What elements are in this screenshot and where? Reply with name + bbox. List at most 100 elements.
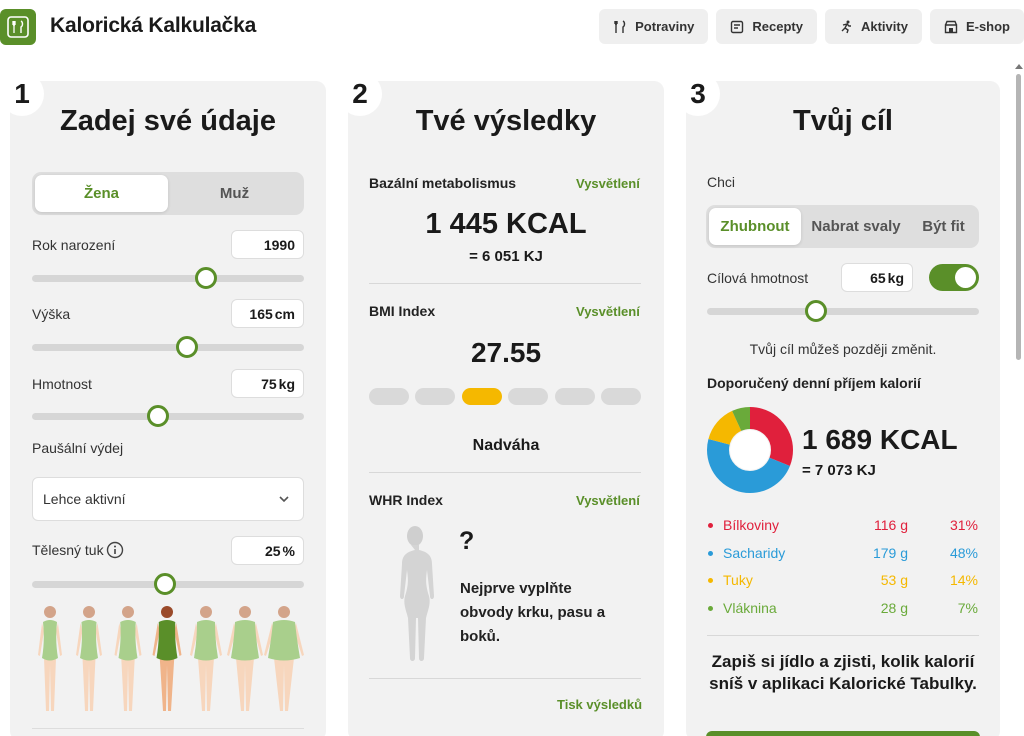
divider: [707, 635, 979, 636]
goal-option-nabrat-svaly[interactable]: Nabrat svaly: [811, 218, 901, 235]
recipe-icon: [731, 20, 744, 33]
body-type-figure[interactable]: [264, 606, 304, 711]
panel-title: Tvůj cíl: [793, 105, 893, 137]
whr-message-line: boků.: [460, 628, 500, 645]
slider-thumb[interactable]: [154, 573, 177, 595]
nav-label: Aktivity: [860, 19, 908, 34]
body-type-figure[interactable]: [152, 606, 182, 711]
bmi-scale-segment: [508, 388, 549, 405]
macro-grams: 53 g: [880, 572, 908, 588]
body-silhouette-icon: [400, 526, 434, 661]
nav-label: Potraviny: [635, 19, 695, 34]
body-fat-label: Tělesný tuk: [32, 542, 104, 558]
macro-donut-chart: [707, 407, 793, 493]
slider-thumb[interactable]: [195, 267, 218, 289]
macro-name: Vláknina: [723, 599, 777, 616]
target-weight-value: 65: [870, 269, 886, 286]
bmr-explain-link[interactable]: Vysvětlení: [576, 176, 640, 191]
macro-percent: 48%: [949, 544, 978, 561]
recommend-label: Doporučený denní příjem kalorií: [707, 375, 921, 391]
macro-grams: 28 g: [880, 599, 908, 616]
nav-aktivity[interactable]: Aktivity: [824, 9, 922, 44]
macro-percent: 31%: [949, 517, 978, 533]
height-unit: cm: [274, 305, 295, 322]
birth-year-value: 1990: [263, 236, 295, 253]
slider-thumb[interactable]: [147, 405, 170, 427]
step-number: 3: [676, 72, 720, 116]
height-value: 165: [249, 305, 273, 322]
target-weight-input[interactable]: 65 kg: [841, 263, 913, 292]
target-weight-slider[interactable]: [707, 300, 979, 322]
macro-name: Sacharidy: [723, 544, 786, 561]
toggle-knob: [955, 267, 976, 288]
whr-explain-link[interactable]: Vysvětlení: [576, 493, 640, 508]
bmi-scale-segment: [369, 388, 409, 405]
gender-option-zena[interactable]: Žena: [35, 175, 168, 212]
birth-year-input[interactable]: 1990: [231, 230, 304, 259]
body-type-figure[interactable]: [114, 606, 142, 711]
weight-unit: kg: [278, 375, 295, 392]
macro-dot: [708, 578, 713, 583]
bmi-scale-segment: [554, 388, 595, 405]
whr-message: Nejprve vyplňte obvody krku, pasu a boků…: [460, 577, 605, 649]
whr-message-line: obvody krku, pasu a: [460, 604, 606, 621]
bmi-scale-segment: [461, 388, 502, 405]
body-fat-slider[interactable]: [32, 573, 304, 595]
body-type-figure[interactable]: [190, 606, 222, 711]
whr-value: ?: [459, 527, 475, 555]
nav-recepty[interactable]: Recepty: [716, 9, 817, 44]
height-input[interactable]: 165 cm: [231, 299, 304, 328]
body-type-figures: [38, 606, 304, 711]
scrollbar-thumb[interactable]: [1016, 74, 1021, 360]
birth-year-slider[interactable]: [32, 267, 304, 289]
app-title: Kalorická Kalkulačka: [50, 14, 257, 37]
goal-option-byt-fit[interactable]: Být fit: [922, 218, 965, 235]
body-type-figure[interactable]: [76, 606, 102, 711]
macro-name: Tuky: [723, 572, 753, 588]
bmi-scale-segment: [415, 388, 456, 405]
body-type-figure[interactable]: [227, 606, 263, 711]
donut-hole: [730, 430, 770, 470]
target-weight-unit: kg: [887, 269, 904, 286]
body-fat-input[interactable]: 25%: [231, 536, 304, 565]
scrollbar[interactable]: [1014, 60, 1024, 736]
macro-row: Bílkoviny 116 g 31%: [708, 517, 978, 537]
goal-selector: Zhubnout Nabrat svaly Být fit: [706, 205, 979, 248]
nav-potraviny[interactable]: Potraviny: [599, 9, 709, 44]
weight-label: Hmotnost: [32, 376, 92, 392]
weight-slider[interactable]: [32, 405, 304, 427]
logo[interactable]: [0, 9, 36, 45]
gender-option-muz[interactable]: Muž: [219, 185, 250, 202]
body-fat-unit: %: [282, 542, 295, 559]
info-icon[interactable]: [106, 541, 124, 559]
app-promo-text: Zapiš si jídlo a zjisti, kolik kalorií s…: [709, 652, 977, 694]
whr-label: WHR Index: [369, 492, 443, 508]
goal-option-zhubnout[interactable]: Zhubnout: [709, 208, 801, 245]
cutlery-icon: [7, 16, 29, 38]
weight-input[interactable]: 75 kg: [231, 369, 304, 398]
goal-panel: [686, 81, 1000, 736]
macro-name: Bílkoviny: [723, 517, 780, 533]
print-results-link[interactable]: Tisk výsledků: [557, 697, 643, 712]
bmi-explain-link[interactable]: Vysvětlení: [576, 304, 640, 319]
app-promo-button[interactable]: [706, 731, 980, 736]
slider-thumb[interactable]: [176, 336, 199, 358]
macro-grams: 116 g: [874, 517, 908, 533]
bmi-value: 27.55: [470, 337, 542, 368]
bmi-label: BMI Index: [369, 303, 436, 319]
macro-dot: [708, 523, 713, 528]
running-icon: [841, 20, 851, 33]
panel-title: Tvé výsledky: [415, 105, 597, 137]
gender-selector: Žena Muž: [32, 172, 304, 215]
body-type-figure[interactable]: [38, 606, 62, 711]
donut-slice: [707, 407, 793, 493]
cutlery-icon: [614, 19, 626, 33]
scroll-up-arrow[interactable]: [1015, 64, 1023, 69]
activity-select[interactable]: Lehce aktivní: [32, 477, 304, 521]
nav-eshop[interactable]: E-shop: [929, 9, 1024, 44]
shop-icon: [944, 20, 958, 33]
bmr-label: Bazální metabolismus: [369, 175, 517, 191]
target-weight-toggle[interactable]: [929, 264, 979, 291]
slider-thumb[interactable]: [804, 300, 827, 322]
height-slider[interactable]: [32, 336, 304, 358]
